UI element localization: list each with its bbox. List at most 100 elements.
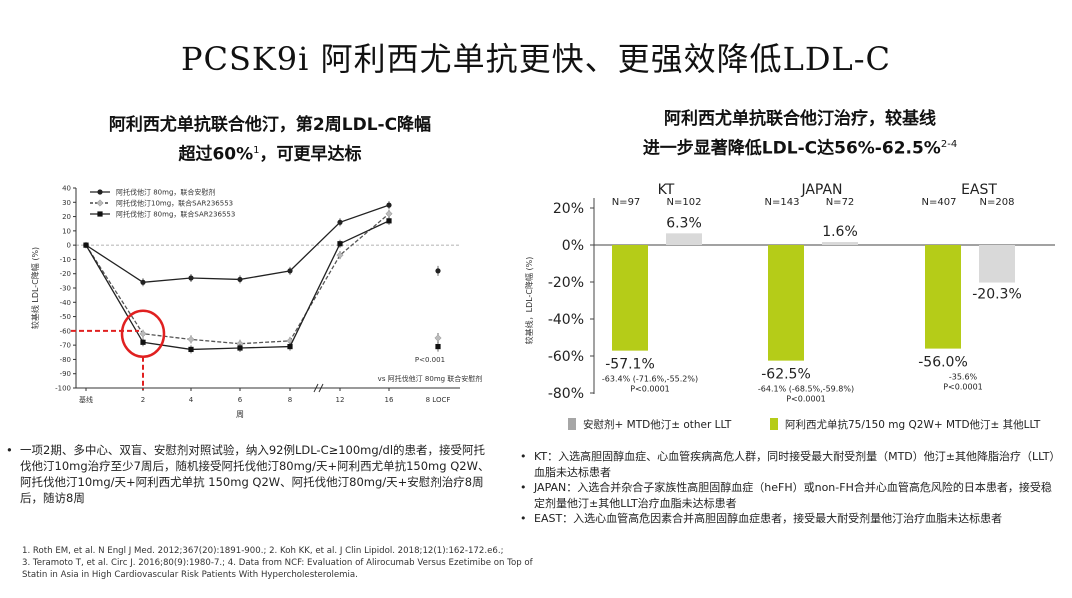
data-point: [83, 242, 89, 248]
legend-entry: 阿托伐他汀 80mg，联合SAR236553: [90, 210, 235, 219]
x-tick-label: 6: [238, 396, 243, 404]
data-point: [237, 345, 243, 351]
legend-label: 阿托伐他汀 80mg，联合SAR236553: [116, 210, 235, 219]
y-tick-label: 0%: [562, 238, 584, 254]
data-point: [237, 276, 243, 283]
references: 1. Roth EM, et al. N Engl J Med. 2012;36…: [22, 545, 622, 581]
right-bullet-list: KT：入选高胆固醇血症、心血管疾病高危人群，同时接受最大耐受剂量（MTD）他汀±…: [520, 449, 1055, 527]
data-point: [434, 334, 442, 342]
y-tick-label: 30: [62, 199, 71, 207]
right-title-line2: 进一步显著降低LDL-C达56%-62.5%2-4: [560, 132, 1040, 162]
y-tick-label: 0: [67, 242, 71, 250]
bar-placebo: [979, 245, 1015, 283]
difference-ci-label: -35.6%: [949, 373, 978, 382]
data-point: [337, 219, 343, 225]
legend-entry: 阿托伐他汀 80mg，联合安慰剂: [90, 188, 215, 197]
x-tick-label: 8: [288, 396, 292, 404]
sample-size-label: N=97: [612, 197, 641, 208]
y-tick-label: 40: [62, 185, 71, 193]
left-panel-title: 阿利西尤单抗联合他汀，第2周LDL-C降幅 超过60%1，可更早达标: [40, 112, 500, 168]
legend-label: 安慰剂+ MTD他汀± other LLT: [583, 418, 732, 431]
x-tick-label: 12: [336, 396, 345, 404]
x-tick-label: 16: [385, 396, 394, 404]
y-tick-label: -30: [60, 285, 71, 293]
y-tick-label: -90: [60, 370, 71, 378]
legend-label: 阿托伐他汀10mg，联合SAR236553: [116, 199, 233, 208]
legend-label: 阿托伐他汀 80mg，联合安慰剂: [116, 188, 215, 197]
legend-entry: 阿托伐他汀10mg，联合SAR236553: [90, 199, 233, 208]
right-bullet-east: EAST：入选心血管高危因素合并高胆固醇血症患者，接受最大耐受剂量他汀治疗血脂未…: [520, 511, 1055, 527]
sample-size-label: N=143: [765, 197, 800, 208]
data-point: [188, 275, 194, 281]
data-point: [187, 335, 195, 343]
p-value: P<0.001: [415, 356, 445, 364]
p-value-label: P<0.0001: [943, 383, 983, 392]
difference-ci-label: -63.4% (-71.6%,-55.2%): [602, 375, 698, 384]
bar-placebo: [822, 242, 858, 245]
x-axis-label: 周: [236, 410, 244, 419]
difference-ci-label: -64.1% (-68.5%,-59.8%): [758, 385, 854, 394]
data-point: [386, 202, 392, 208]
legend-swatch: [568, 418, 576, 430]
data-point: [188, 346, 194, 353]
y-tick-label: -50: [60, 313, 71, 321]
legend-entry: 阿利西尤单抗75/150 mg Q2W+ MTD他汀± 其他LLT: [770, 418, 1041, 431]
group-label: EAST: [961, 182, 997, 198]
left-title-line2-end: ，可更早达标: [259, 144, 362, 165]
left-title-sup: 1: [253, 145, 260, 156]
p-value-label: P<0.0001: [786, 395, 826, 404]
y-tick-label: -100: [55, 385, 71, 393]
data-point: [287, 343, 293, 350]
axis-break: [313, 383, 324, 393]
bar-value-label: -20.3%: [972, 287, 1022, 303]
right-title-line2-text: 进一步显著降低LDL-C达56%-62.5%: [642, 138, 941, 159]
legend-label: 阿利西尤单抗75/150 mg Q2W+ MTD他汀± 其他LLT: [785, 418, 1041, 431]
y-tick-label: -10: [60, 256, 71, 264]
page-title: PCSK9i 阿利西尤单抗更快、更强效降低LDL-C: [180, 40, 892, 78]
x-tick-label: 4: [189, 396, 194, 404]
sample-size-label: N=208: [980, 197, 1015, 208]
data-point: [287, 268, 293, 274]
reference-line: 3. Teramoto T, et al. Circ J. 2016;80(9)…: [22, 558, 533, 568]
data-point: [385, 210, 393, 218]
x-tick-label: 基线: [79, 395, 93, 404]
y-axis-label: 较基线，LDL-C降幅 (%): [524, 257, 534, 345]
series-3: [83, 216, 441, 354]
y-tick-label: 20: [62, 213, 71, 221]
right-bullet-japan: JAPAN：入选合并杂合子家族性高胆固醇血症（heFH）或non-FH合并心血管…: [520, 480, 1055, 511]
bar-value-label: 1.6%: [822, 224, 858, 240]
data-point: [140, 339, 146, 345]
left-title-line2: 超过60%1，可更早达标: [40, 138, 500, 168]
data-point: [386, 218, 392, 224]
data-point: [435, 343, 441, 350]
left-bullet-list: 一项2期、多中心、双盲、安慰剂对照试验，纳入92例LDL-C≥100mg/dl的…: [6, 442, 496, 506]
bar-alirocumab: [768, 245, 804, 361]
left-title-line2-text: 超过60%: [178, 144, 254, 165]
bar-placebo: [666, 233, 702, 245]
y-tick-label: -70: [60, 342, 71, 350]
y-tick-label: 20%: [553, 201, 584, 217]
y-tick-label: -60: [60, 327, 71, 335]
y-tick-label: -80%: [548, 386, 584, 402]
bar-alirocumab: [612, 245, 648, 351]
y-tick-label: -20%: [548, 275, 584, 291]
reference-line: 1. Roth EM, et al. N Engl J Med. 2012;36…: [22, 546, 504, 556]
data-point: [97, 211, 103, 217]
y-tick-label: -40: [60, 299, 71, 307]
y-tick-label: -80: [60, 356, 71, 364]
legend-entry: 安慰剂+ MTD他汀± other LLT: [568, 418, 732, 431]
bar-value-label: -56.0%: [918, 355, 968, 371]
y-tick-label: -60%: [548, 349, 584, 365]
data-point: [139, 330, 147, 338]
data-point: [96, 199, 104, 207]
ldl-line-chart: 40 30 20 10 0 -10 -20 -30 -40 -50 -60 -70 -80 -90 -100…: [30, 185, 482, 420]
y-tick-label: -40%: [548, 312, 584, 328]
y-tick-label: 10: [62, 227, 71, 235]
data-point: [337, 241, 343, 247]
bar-value-label: -57.1%: [605, 357, 655, 373]
x-tick-label: 8 LOCF: [426, 396, 451, 404]
ldl-bar-chart: 20%0%-20%-40%-60%-80%较基线，LDL-C降幅 (%) KTN…: [524, 182, 1055, 431]
group-label: JAPAN: [800, 182, 842, 198]
left-bullet-item: 一项2期、多中心、双盲、安慰剂对照试验，纳入92例LDL-C≥100mg/dl的…: [6, 442, 496, 506]
sample-size-label: N=72: [826, 197, 855, 208]
